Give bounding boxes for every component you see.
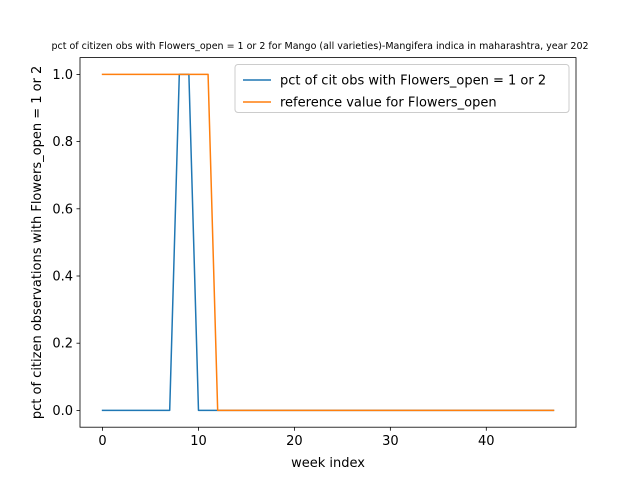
chart-title: pct of citizen obs with Flowers_open = 1… <box>51 41 588 52</box>
y-tick-label: 0.6 <box>52 202 73 217</box>
x-tick-label: 0 <box>98 434 106 449</box>
plot-area: 0 10 20 30 40 0.0 0.2 0.4 0.6 0.8 1.0 <box>52 57 577 449</box>
legend-box <box>234 64 570 113</box>
y-tick-label: 0.4 <box>52 270 73 285</box>
y-tick-label: 0.8 <box>52 135 73 150</box>
y-tick-label: 1.0 <box>52 68 73 83</box>
legend-label-0: pct of cit obs with Flowers_open = 1 or … <box>280 74 546 89</box>
x-tick-label: 30 <box>382 434 399 449</box>
legend: pct of cit obs with Flowers_open = 1 or … <box>234 64 570 113</box>
x-axis-label: week index <box>291 456 365 471</box>
y-tick-label: 0.2 <box>52 337 73 352</box>
x-axis-ticks: 0 10 20 30 40 <box>98 427 495 449</box>
series-line-1 <box>101 73 555 412</box>
axes-frame <box>79 57 577 428</box>
x-tick-label: 20 <box>286 434 303 449</box>
x-tick-label: 10 <box>190 434 207 449</box>
y-axis-label: pct of citizen observations with Flowers… <box>30 66 45 419</box>
y-tick-label: 0.0 <box>52 404 73 419</box>
y-axis-ticks: 0.0 0.2 0.4 0.6 0.8 1.0 <box>52 68 80 419</box>
legend-label-1: reference value for Flowers_open <box>280 96 497 111</box>
x-tick-label: 40 <box>478 434 495 449</box>
series-layer <box>101 73 555 412</box>
